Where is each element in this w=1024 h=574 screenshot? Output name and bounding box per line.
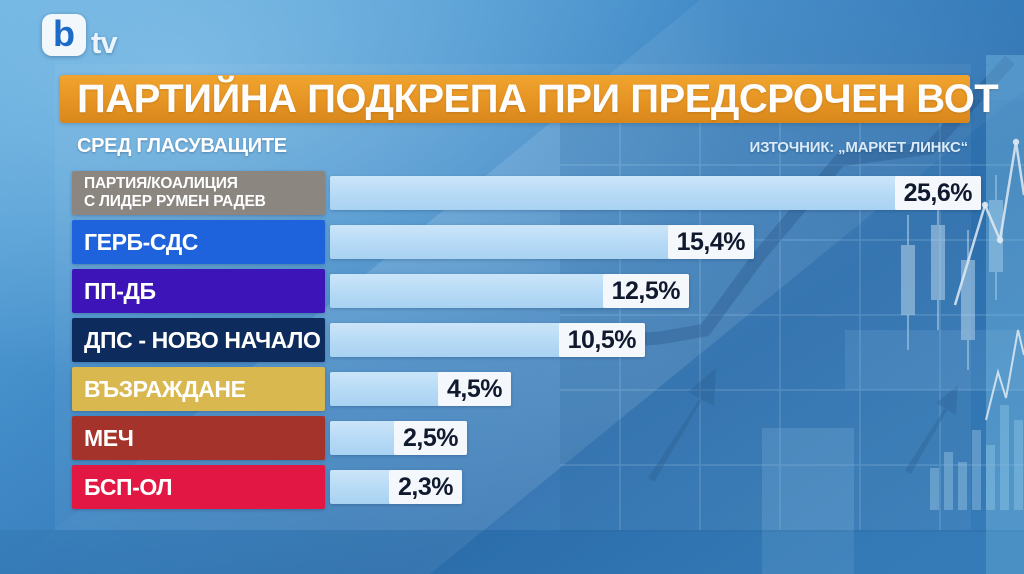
bar-pp-db: 12,5% [330,274,689,308]
bar-radev: 25,6% [330,176,981,210]
value-label: 10,5% [567,325,637,354]
value-label: 15,4% [676,227,746,256]
btv-logo-square: b [42,14,86,56]
table-row: ВЪЗРАЖДАНЕ 4,5% [72,367,982,411]
value-label: 2,5% [403,423,458,452]
value-box: 25,6% [894,176,981,210]
bar-bsp-ol: 2,3% [330,470,462,504]
btv-logo-b: b [53,13,75,54]
table-row: МЕЧ 2,5% [72,416,982,460]
subheader-row: СРЕД ГЛАСУВАЩИТЕ ИЗТОЧНИК: „МАРКЕТ ЛИНКС… [77,135,968,161]
candlestick-icons [901,175,1003,370]
value-label: 4,5% [447,374,502,403]
stock-chart-motif [544,55,1024,574]
page-title: ПАРТИЙНА ПОДКРЕПА ПРИ ПРЕДСРОЧЕН ВОТ [77,76,999,121]
value-box: 10,5% [558,323,645,357]
btv-logo-tv: tv [91,24,118,60]
audience-label: СРЕД ГЛАСУВАЩИТЕ [77,135,287,157]
party-label-gerb-sds: ГЕРБ-СДС [72,220,325,264]
trend-line [544,55,1015,352]
party-name: ПП-ДБ [84,277,156,304]
value-box: 15,4% [667,225,754,259]
title-bar: ПАРТИЙНА ПОДКРЕПА ПРИ ПРЕДСРОЧЕН ВОТ [60,75,999,123]
table-row: ДПС - НОВО НАЧАЛО 10,5% [72,318,982,362]
btv-logo: b tv [42,14,118,60]
table-row: ГЕРБ-СДС 15,4% [72,220,982,264]
value-box: 2,5% [394,421,467,455]
value-label: 2,3% [398,472,453,501]
table-row: ПП-ДБ 12,5% [72,269,982,313]
party-name: МЕЧ [84,424,134,451]
bar-dps: 10,5% [330,323,645,357]
bar-vazrazhdane: 4,5% [330,372,511,406]
value-label: 12,5% [611,276,681,305]
party-name-line2: С ЛИДЕР РУМЕН РАДЕВ [84,193,266,210]
party-label-vazrazhdane: ВЪЗРАЖДАНЕ [72,367,325,411]
party-label-pp-db: ПП-ДБ [72,269,325,313]
party-label-mech: МЕЧ [72,416,325,460]
party-name: ДПС - НОВО НАЧАЛО [84,326,321,353]
bar-mech: 2,5% [330,421,467,455]
party-name: ВЪЗРАЖДАНЕ [84,375,246,402]
table-row: ПАРТИЯ/КОАЛИЦИЯ С ЛИДЕР РУМЕН РАДЕВ 25,6… [72,171,982,215]
party-name: БСП-ОЛ [84,473,173,500]
line-chart-dots [981,138,1020,244]
value-box: 12,5% [602,274,689,308]
value-label: 25,6% [903,178,973,207]
bar-gerb-sds: 15,4% [330,225,754,259]
party-name: ПАРТИЯ/КОАЛИЦИЯ [84,175,238,193]
up-arrow-icon [648,368,958,482]
party-label-radev: ПАРТИЯ/КОАЛИЦИЯ С ЛИДЕР РУМЕН РАДЕВ [72,171,325,215]
party-label-bsp-ol: БСП-ОЛ [72,465,325,509]
value-box: 4,5% [438,372,511,406]
bar-chart: ПАРТИЯ/КОАЛИЦИЯ С ЛИДЕР РУМЕН РАДЕВ 25,6… [72,171,982,514]
source-label: ИЗТОЧНИК: „МАРКЕТ ЛИНКС“ [749,139,969,156]
party-name: ГЕРБ-СДС [84,228,199,255]
value-box: 2,3% [389,470,462,504]
party-label-dps: ДПС - НОВО НАЧАЛО [72,318,325,362]
histogram-bars [930,405,1023,510]
table-row: БСП-ОЛ 2,3% [72,465,982,509]
